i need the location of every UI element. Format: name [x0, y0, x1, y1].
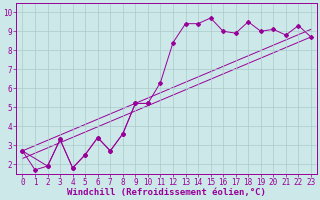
X-axis label: Windchill (Refroidissement éolien,°C): Windchill (Refroidissement éolien,°C)	[67, 188, 266, 197]
